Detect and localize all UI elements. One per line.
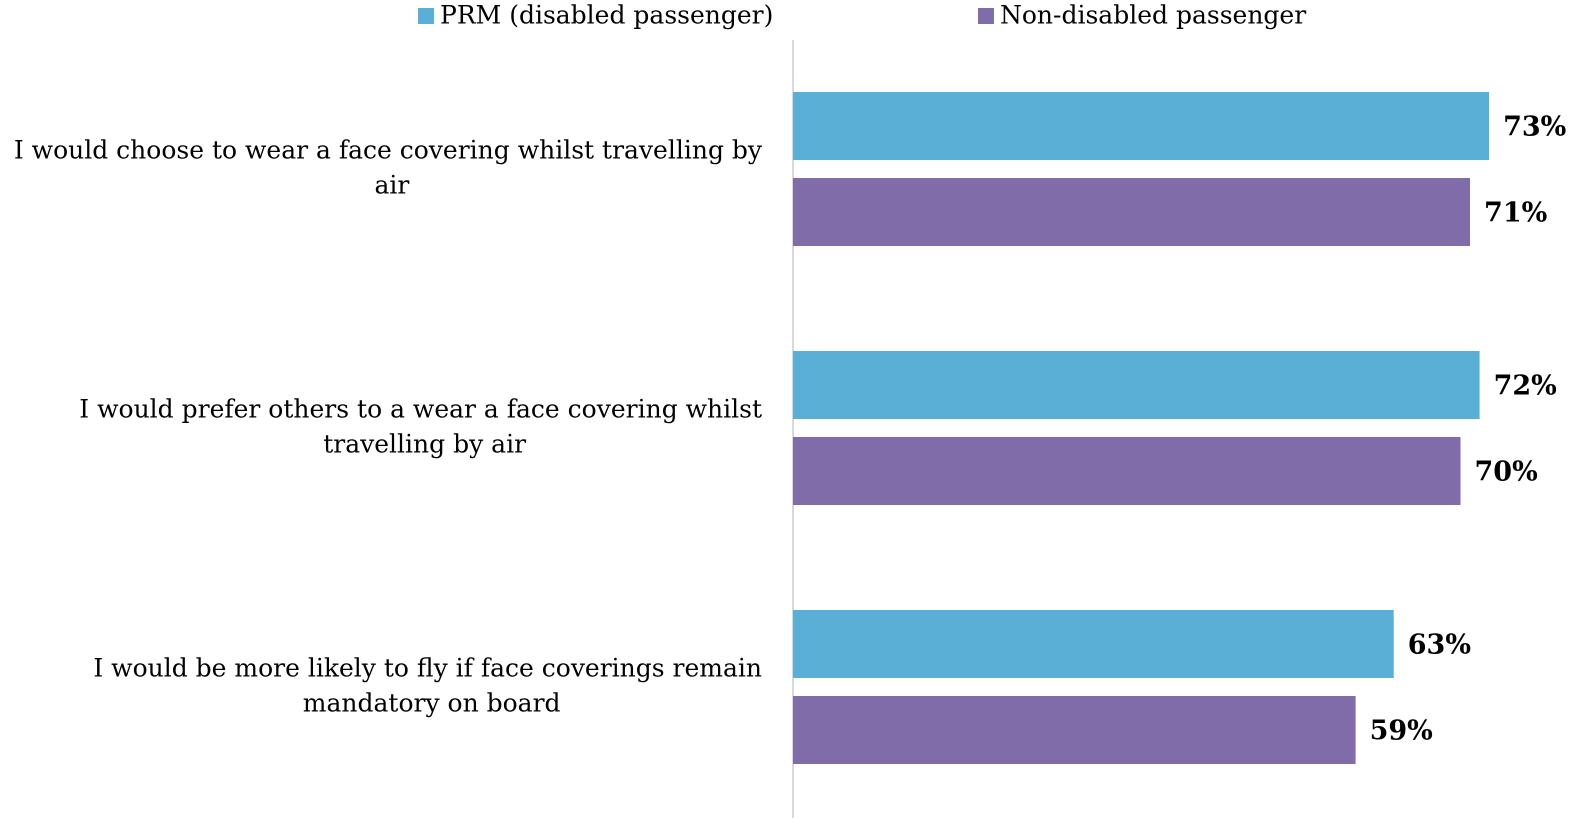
- bar: [793, 351, 1480, 419]
- bar: [793, 437, 1461, 505]
- data-label: 72%: [1494, 371, 1557, 402]
- legend-swatch: [978, 8, 994, 24]
- legend-label: Non-disabled passenger: [1000, 1, 1306, 30]
- bar: [793, 178, 1471, 246]
- bar: [793, 92, 1490, 160]
- category-label: I would prefer others to a wear a face c…: [79, 394, 770, 458]
- bar: [793, 610, 1394, 678]
- category-label: I would choose to wear a face covering w…: [14, 135, 770, 199]
- data-label: 71%: [1484, 198, 1547, 229]
- data-label: 73%: [1503, 112, 1566, 143]
- data-label: 70%: [1475, 457, 1538, 488]
- legend-label: PRM (disabled passenger): [440, 1, 773, 30]
- data-label: 63%: [1408, 630, 1471, 661]
- data-label: 59%: [1370, 716, 1433, 747]
- legend-swatch: [418, 8, 434, 24]
- category-label: I would be more likely to fly if face co…: [93, 653, 770, 717]
- bar: [793, 696, 1356, 764]
